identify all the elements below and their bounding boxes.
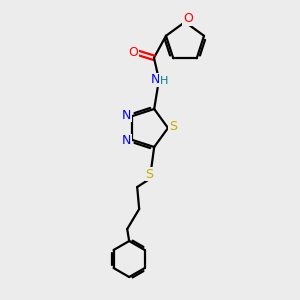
Text: S: S bbox=[169, 119, 177, 133]
Text: S: S bbox=[145, 167, 153, 181]
Text: N: N bbox=[122, 109, 131, 122]
Text: O: O bbox=[183, 13, 193, 26]
Text: N: N bbox=[122, 134, 131, 147]
Text: H: H bbox=[160, 76, 168, 86]
Text: O: O bbox=[128, 46, 138, 59]
Text: N: N bbox=[150, 73, 160, 86]
